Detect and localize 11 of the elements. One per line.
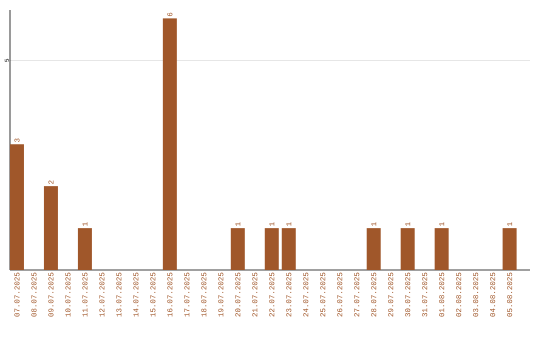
bar — [434, 228, 449, 270]
bar — [366, 228, 381, 270]
bar — [78, 228, 92, 270]
bar — [162, 18, 177, 270]
bar — [10, 144, 24, 270]
bar — [282, 228, 296, 270]
bar — [264, 228, 279, 270]
bar — [502, 228, 517, 270]
bar — [44, 186, 58, 270]
bar — [400, 228, 415, 270]
bar — [230, 228, 245, 270]
